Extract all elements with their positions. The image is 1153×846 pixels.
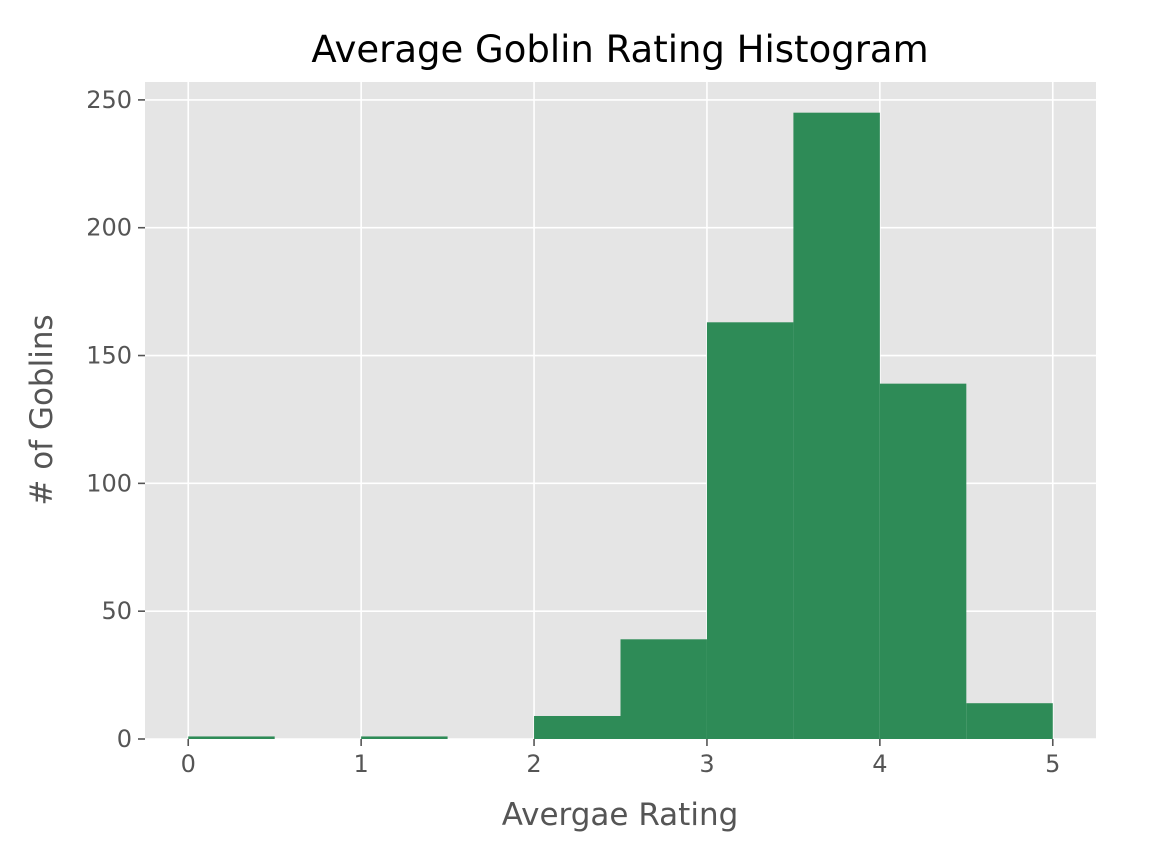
histogram-bars	[188, 112, 1053, 739]
histogram-bar	[879, 383, 967, 739]
x-axis-label: Avergae Rating	[502, 797, 739, 833]
histogram-bar	[620, 639, 707, 739]
y-tick-label: 100	[86, 469, 132, 497]
chart-title: Average Goblin Rating Histogram	[311, 28, 928, 71]
histogram-bar	[706, 322, 794, 739]
y-tick-label: 50	[101, 597, 132, 625]
histogram-bar	[188, 736, 275, 739]
x-tick-label: 4	[872, 750, 887, 778]
x-tick-label: 0	[181, 750, 196, 778]
y-tick-label: 150	[86, 342, 132, 370]
x-tick-label: 2	[526, 750, 541, 778]
histogram-bar	[793, 112, 880, 739]
y-tick-label: 0	[117, 725, 132, 753]
histogram-bar	[361, 736, 448, 739]
y-axis-label: # of Goblins	[24, 314, 60, 505]
x-tick-label: 5	[1045, 750, 1060, 778]
x-tick-label: 1	[353, 750, 368, 778]
histogram-bar	[966, 703, 1053, 739]
grid-lines	[145, 82, 1096, 740]
y-tick-label: 200	[86, 214, 132, 242]
x-tick-label: 3	[699, 750, 714, 778]
y-tick-label: 250	[86, 86, 132, 114]
histogram-bar	[534, 715, 621, 739]
